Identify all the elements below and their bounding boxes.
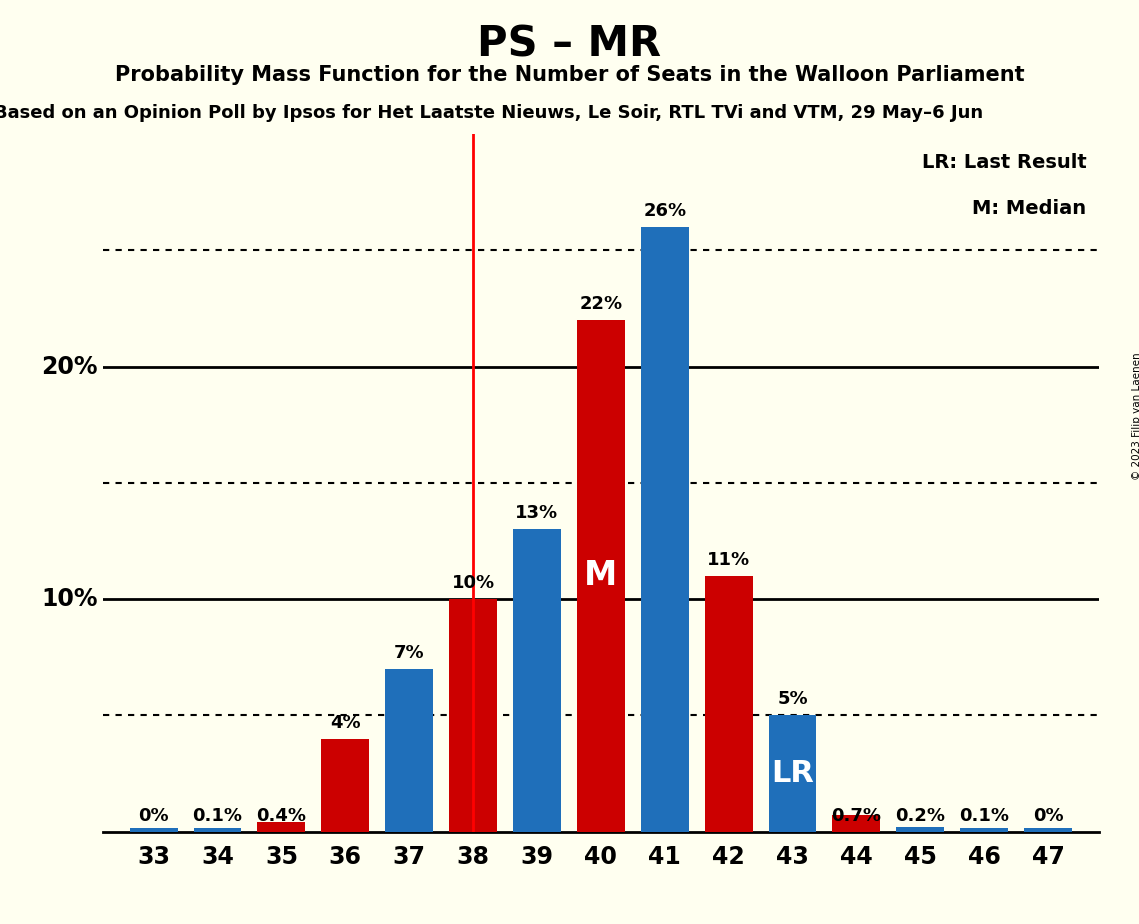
Bar xyxy=(576,320,625,832)
Bar xyxy=(321,738,369,832)
Bar xyxy=(194,828,241,832)
Text: 0.2%: 0.2% xyxy=(895,807,945,824)
Text: 10%: 10% xyxy=(451,574,494,592)
Text: 7%: 7% xyxy=(394,644,425,662)
Text: Probability Mass Function for the Number of Seats in the Walloon Parliament: Probability Mass Function for the Number… xyxy=(115,65,1024,85)
Text: 13%: 13% xyxy=(515,505,558,522)
Text: 5%: 5% xyxy=(777,690,808,709)
Bar xyxy=(130,828,178,832)
Bar xyxy=(705,576,753,832)
Text: M: M xyxy=(584,559,617,592)
Bar xyxy=(769,715,817,832)
Bar xyxy=(1024,828,1072,832)
Text: Based on an Opinion Poll by Ipsos for Het Laatste Nieuws, Le Soir, RTL TVi and V: Based on an Opinion Poll by Ipsos for He… xyxy=(0,104,983,122)
Text: PS – MR: PS – MR xyxy=(477,23,662,65)
Bar xyxy=(513,529,560,832)
Bar xyxy=(449,599,497,832)
Bar xyxy=(960,828,1008,832)
Text: 0.1%: 0.1% xyxy=(959,807,1009,824)
Text: 20%: 20% xyxy=(41,355,98,379)
Bar xyxy=(896,827,944,832)
Text: LR: LR xyxy=(771,759,814,788)
Text: 11%: 11% xyxy=(707,551,751,569)
Text: 0.7%: 0.7% xyxy=(831,807,882,824)
Text: 10%: 10% xyxy=(41,587,98,611)
Bar xyxy=(385,669,433,832)
Text: 4%: 4% xyxy=(330,713,361,732)
Text: 0.1%: 0.1% xyxy=(192,807,243,824)
Bar xyxy=(641,227,689,832)
Text: LR: Last Result: LR: Last Result xyxy=(921,152,1087,172)
Text: 26%: 26% xyxy=(644,202,687,220)
Text: 22%: 22% xyxy=(580,295,622,313)
Text: M: Median: M: Median xyxy=(973,199,1087,218)
Bar xyxy=(257,822,305,832)
Text: 0%: 0% xyxy=(138,807,169,824)
Bar xyxy=(833,815,880,832)
Text: 0%: 0% xyxy=(1033,807,1064,824)
Text: 0.4%: 0.4% xyxy=(256,807,306,824)
Text: © 2023 Filip van Laenen: © 2023 Filip van Laenen xyxy=(1132,352,1139,480)
